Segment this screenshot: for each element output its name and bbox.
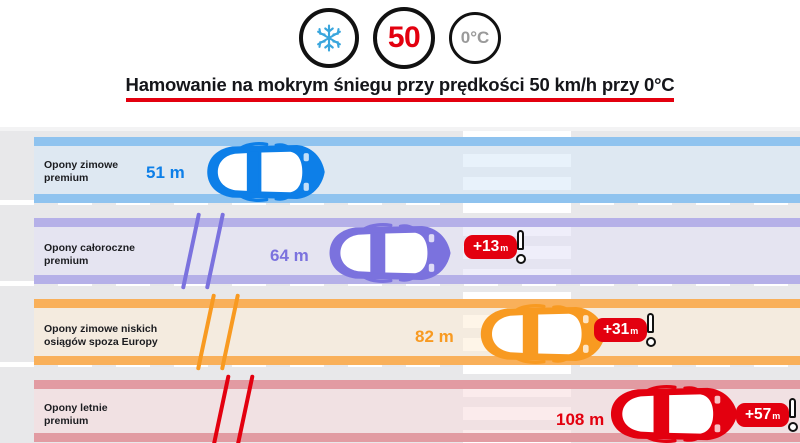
title-wrapper: Hamowanie na mokrym śniegu przy prędkośc… <box>0 74 800 106</box>
lane-fill <box>34 299 800 365</box>
delta-pill: +13 m <box>464 235 518 259</box>
road-top-edge <box>0 127 800 131</box>
car-icon <box>320 222 456 284</box>
lane-band-top <box>34 218 800 227</box>
warning-exclamation-icon <box>786 398 799 432</box>
road-area: Opony zimowe premium 51 m Opony całoroczn… <box>0 127 800 443</box>
temperature-value: 0°C <box>460 28 490 47</box>
warning-exclamation-icon <box>644 313 657 347</box>
row-summer-premium: Opony letnie premium 108 m +57 m <box>34 374 800 443</box>
row-label: Opony całoroczne premium <box>44 242 136 267</box>
delta-pill: +57 m <box>736 403 790 427</box>
delta-unit: m <box>772 411 781 421</box>
title-underline <box>125 98 675 102</box>
delta-value: +13 <box>473 238 500 255</box>
delta-badge: +13 m <box>464 230 527 264</box>
page-title: Hamowanie na mokrym śniegu przy prędkośc… <box>125 74 675 106</box>
delta-unit: m <box>500 243 509 253</box>
car-icon <box>198 141 330 203</box>
car-icon <box>471 303 611 365</box>
speed-value: 50 <box>387 21 421 54</box>
row-winter-premium: Opony zimowe premium 51 m <box>34 137 800 203</box>
distance-label: 82 m <box>415 327 454 346</box>
lane-band-top <box>34 299 800 308</box>
warning-exclamation-icon <box>514 230 527 264</box>
row-label: Opony zimowe premium <box>44 159 119 184</box>
page-title-text: Hamowanie na mokrym śniegu przy prędkośc… <box>125 74 675 95</box>
snowflake-icon <box>314 23 344 53</box>
delta-pill: +31 m <box>594 318 648 342</box>
lane-band-bottom <box>34 356 800 365</box>
delta-badge: +57 m <box>736 398 799 432</box>
snowflake-badge <box>299 8 359 68</box>
delta-badge: +31 m <box>594 313 657 347</box>
car-icon <box>601 384 743 443</box>
lane-band-bottom <box>34 433 800 442</box>
row-label: Opony zimowe niskich osiągów spoza Europ… <box>44 323 158 348</box>
distance-label: 108 m <box>556 410 605 429</box>
temperature-badge: 0°C <box>449 12 501 64</box>
row-winter-lowperformance: Opony zimowe niskich osiągów spoza Europ… <box>34 293 800 371</box>
lane-fill <box>34 137 800 203</box>
distance-label: 51 m <box>146 163 185 182</box>
distance-label: 64 m <box>270 246 309 265</box>
lane-band-top <box>34 380 800 389</box>
delta-value: +31 <box>603 321 630 338</box>
lane-band-top <box>34 137 800 146</box>
row-allseason-premium: Opony całoroczne premium 64 m +13 m <box>34 212 800 290</box>
header-badges: 50 0°C <box>0 6 800 70</box>
speed-badge: 50 <box>373 7 435 69</box>
delta-value: +57 <box>745 406 772 423</box>
row-label: Opony letnie premium <box>44 402 108 427</box>
lane-band-bottom <box>34 194 800 203</box>
delta-unit: m <box>630 326 639 336</box>
